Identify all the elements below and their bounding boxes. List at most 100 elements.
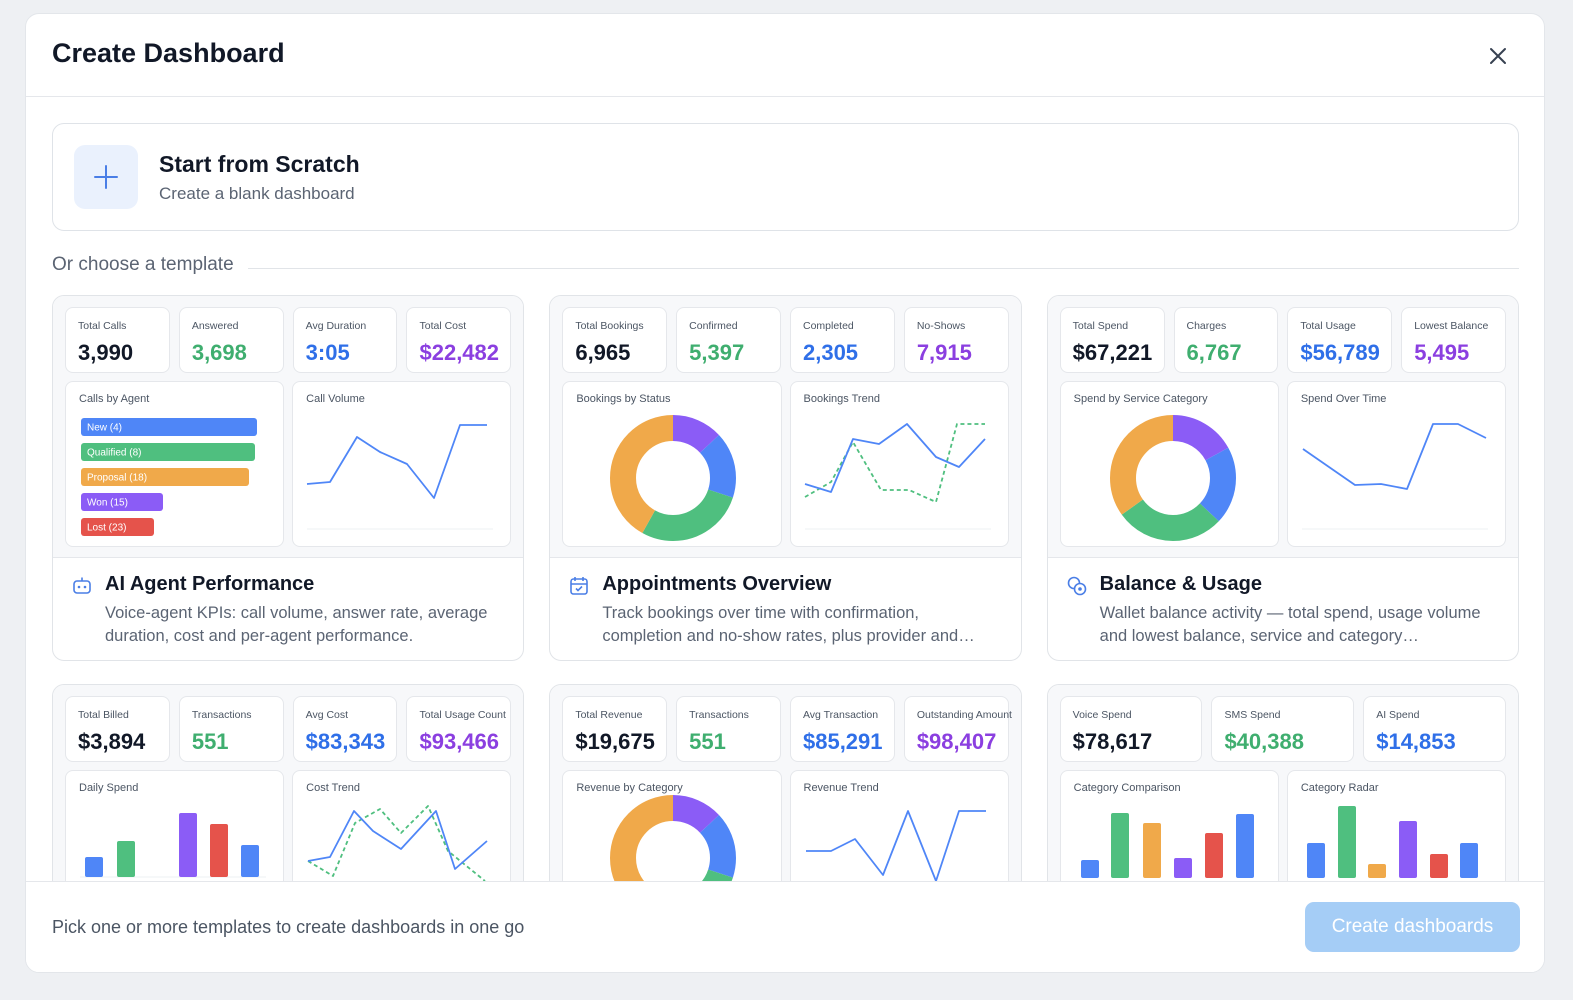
template-preview: Total Bookings 6,965 Confirmed 5,397 Complet…: [550, 296, 1021, 558]
kpi-row: Voice Spend $78,617 SMS Spend $40,388 AI Spe…: [1059, 696, 1506, 762]
panel-title: Calls by Agent: [79, 393, 150, 405]
template-preview: Total Spend $67,221 Charges 6,767 Total Usag…: [1047, 296, 1518, 558]
panel-thumbnail: [1306, 806, 1478, 878]
template-card[interactable]: Total Bookings 6,965 Confirmed 5,397 Complet…: [549, 295, 1022, 661]
kpi-box: Lowest Balance 5,495: [1401, 307, 1507, 373]
kpi-value: 7,915: [916, 340, 972, 365]
dialog: Create Dashboard Start from Scratch Crea…: [25, 13, 1545, 973]
chart-panel: Category Radar: [1286, 770, 1506, 883]
kpi-value: 2,305: [802, 340, 859, 365]
scratch-subtitle: Create a blank dashboard: [159, 184, 355, 203]
thumb-bar: [81, 418, 257, 436]
kpi-label: Total Calls: [78, 320, 127, 332]
thumb-bar: [210, 824, 228, 877]
chart-panel: Daily Spend: [65, 770, 285, 883]
kpi-value: $93,466: [419, 729, 500, 754]
thumb-bar: [1110, 813, 1129, 878]
kpi-value: $19,675: [575, 729, 655, 754]
panel-thumbnail: [805, 810, 986, 882]
scratch-card[interactable]: Start from Scratch Create a blank dashbo…: [52, 123, 1519, 231]
panel-title: Spend by Service Category: [1073, 393, 1208, 405]
kpi-row: Total Revenue $19,675 Transactions 551 Avg T…: [562, 696, 1012, 762]
kpi-box: Total Billed $3,894: [65, 696, 170, 762]
create-button[interactable]: Create dashboards: [1305, 902, 1520, 952]
kpi-label: AI Spend: [1376, 709, 1420, 721]
template-card[interactable]: Total Revenue $19,675 Transactions 551 Avg T…: [549, 684, 1022, 883]
panel-thumbnail: [610, 795, 737, 883]
template-card[interactable]: Total Spend $67,221 Charges 6,767 Total Usag…: [1046, 295, 1519, 661]
kpi-label: Total Revenue: [575, 709, 643, 721]
kpi-box: Total Calls 3,990: [65, 307, 170, 373]
panel-row: Spend by Service Category Spend Over Time: [1059, 381, 1506, 547]
kpi-label: Answered: [191, 320, 239, 332]
close-button[interactable]: [1488, 46, 1508, 66]
panel-title: Revenue by Category: [576, 782, 683, 794]
kpi-label: Completed: [802, 320, 854, 332]
kpi-label: Transactions: [689, 709, 749, 721]
kpi-value: $40,388: [1224, 729, 1304, 754]
kpi-label: Voice Spend: [1072, 709, 1132, 721]
kpi-label: Total Spend: [1072, 320, 1129, 332]
thumb-bar-label: Lost (23): [87, 523, 126, 534]
panel-title: Bookings Trend: [803, 393, 880, 405]
thumb-segment: [1109, 415, 1236, 541]
kpi-box: Transactions 551: [676, 696, 781, 762]
kpi-box: Voice Spend $78,617: [1059, 696, 1203, 762]
panel-title: Category Comparison: [1073, 782, 1181, 794]
kpi-value: $78,617: [1072, 729, 1153, 754]
chart-panel: Bookings Trend: [789, 381, 1009, 547]
template-card[interactable]: Voice Spend $78,617 SMS Spend $40,388 AI Spe…: [1046, 684, 1519, 883]
panel-row: Bookings by Status Bookings Trend: [562, 381, 1009, 547]
thumb-bar: [1142, 823, 1161, 878]
chart-panel: Spend Over Time: [1286, 381, 1506, 547]
kpi-row: Total Calls 3,990 Answered 3,698 Avg Duratio…: [65, 307, 512, 373]
thumb-bar-label: Qualified (8): [87, 448, 141, 459]
kpi-box: Answered 3,698: [178, 307, 284, 373]
footer-hint: Pick one or more templates to create das…: [52, 917, 525, 937]
kpi-value: 3,990: [78, 340, 134, 365]
thumb-segment: [610, 415, 737, 541]
chart-panel: Call Volume: [292, 381, 512, 547]
panel-thumbnail: [610, 415, 737, 541]
panel-thumbnail: New (4) Qualified (8) Proposal (18) Won (15…: [81, 418, 257, 536]
kpi-value: 5,495: [1414, 340, 1470, 365]
dialog-header: Create Dashboard: [26, 14, 1544, 97]
chart-panel: New (4) Qualified (8) Proposal (18) Won (15…: [65, 381, 285, 547]
thumb-bar: [85, 857, 103, 877]
kpi-label: SMS Spend: [1224, 709, 1281, 721]
kpi-box: Completed 2,305: [789, 307, 895, 373]
thumb-bar: [81, 518, 154, 536]
template-preview: Total Billed $3,894 Transactions 551 Avg Cos…: [53, 685, 524, 883]
plus-icon: [74, 145, 138, 209]
panel-thumbnail: [1080, 813, 1254, 878]
kpi-value: 3:05: [305, 340, 350, 365]
thumb-bar: [1080, 860, 1099, 878]
thumb-bar: [1235, 814, 1254, 878]
chart-panel: Cost Trend: [292, 770, 512, 883]
thumb-segment: [610, 795, 737, 883]
template-card[interactable]: Total Calls 3,990 Answered 3,698 Avg Duratio…: [52, 295, 525, 661]
chart-panel: Revenue Trend: [789, 770, 1009, 883]
thumb-line: [307, 805, 486, 882]
template-card[interactable]: Total Billed $3,894 Transactions 551 Avg Cos…: [52, 684, 525, 883]
kpi-label: Transactions: [191, 709, 252, 721]
kpi-value: $98,407: [916, 729, 997, 754]
kpi-label: Confirmed: [689, 320, 738, 332]
template-description: Track bookings over time with confirmati…: [602, 604, 975, 645]
thumb-line: [307, 424, 488, 499]
dialog-footer: Pick one or more templates to create das…: [26, 881, 1544, 972]
template-preview: Total Revenue $19,675 Transactions 551 Avg T…: [550, 685, 1021, 883]
panel-title: Category Radar: [1300, 782, 1379, 794]
kpi-value: $67,221: [1072, 340, 1153, 365]
thumb-segment: [1109, 415, 1236, 541]
panel-row: New (4) Qualified (8) Proposal (18) Won (15…: [65, 381, 512, 547]
divider: [247, 267, 1519, 269]
kpi-box: Total Usage Count $93,466: [406, 696, 512, 762]
kpi-box: Total Revenue $19,675: [562, 696, 668, 762]
thumb-line: [804, 423, 985, 503]
kpi-box: Total Cost $22,482: [406, 307, 512, 373]
template-icon: [1067, 576, 1086, 596]
dialog-body: Start from Scratch Create a blank dashbo…: [26, 97, 1544, 883]
kpi-label: Avg Cost: [305, 709, 349, 721]
thumb-line: [805, 810, 986, 882]
